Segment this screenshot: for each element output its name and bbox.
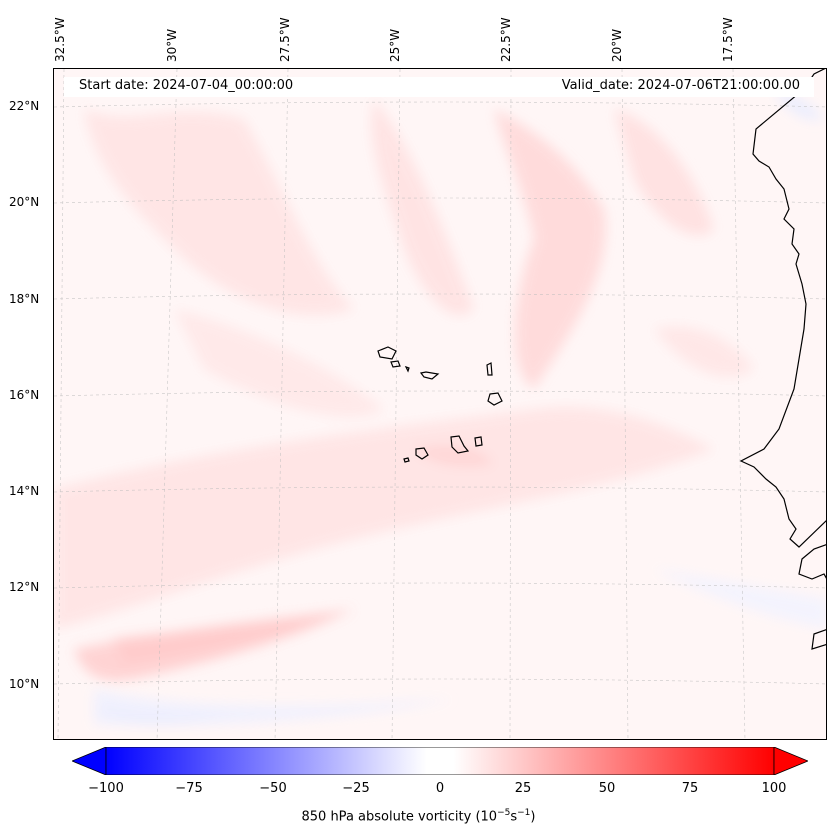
colorbar-tick-minus-75: −75 (175, 781, 203, 796)
colorbar-tick-100: 100 (761, 781, 787, 796)
colorbar-tick-50: 50 (598, 781, 616, 796)
colorbar-body (105, 747, 775, 775)
lat-label-18n: 18°N (9, 292, 40, 306)
lat-label-16n: 16°N (9, 388, 40, 402)
colorbar (72, 747, 808, 775)
lon-label-27-5w: 27.5°W (278, 17, 292, 62)
start-date-label: Start date: 2024-07-04_00:00:00 (79, 78, 294, 93)
valid-date-label: Valid_date: 2024-07-06T21:00:00.00 (561, 78, 800, 93)
colorbar-tick-minus-50: −50 (259, 781, 287, 796)
colorbar-tick-minus-25: −25 (342, 781, 370, 796)
vorticity-field (54, 69, 826, 739)
lon-label-20w: 20°W (610, 28, 624, 62)
colorbar-tick-25: 25 (514, 781, 532, 796)
lat-label-22n: 22°N (9, 99, 40, 113)
lat-label-10n: 10°N (9, 677, 40, 691)
lon-label-17-5w: 17.5°W (721, 17, 735, 62)
cape-verde-islands (377, 346, 503, 463)
colorbar-label: 850 hPa absolute vorticity (10−5s−1) (301, 808, 536, 825)
lon-label-30w: 30°W (165, 28, 179, 62)
colorbar-tick-75: 75 (681, 781, 699, 796)
vorticity-map[interactable]: Start date: 2024-07-04_00:00:00 Valid_da… (53, 68, 827, 740)
lon-label-22-5w: 22.5°W (499, 17, 513, 62)
lon-label-25w: 25°W (388, 28, 402, 62)
colorbar-low-extension (72, 747, 107, 775)
lat-label-12n: 12°N (9, 580, 40, 594)
lat-label-14n: 14°N (9, 484, 40, 498)
lon-label-32-5w: 32.5°W (53, 17, 67, 62)
colorbar-tick-minus-100: −100 (88, 781, 124, 796)
lat-label-20n: 20°N (9, 195, 40, 209)
africa-coastline (739, 69, 826, 650)
colorbar-tick-0: 0 (435, 781, 445, 796)
colorbar-high-extension (773, 747, 808, 775)
header-band (64, 77, 814, 97)
